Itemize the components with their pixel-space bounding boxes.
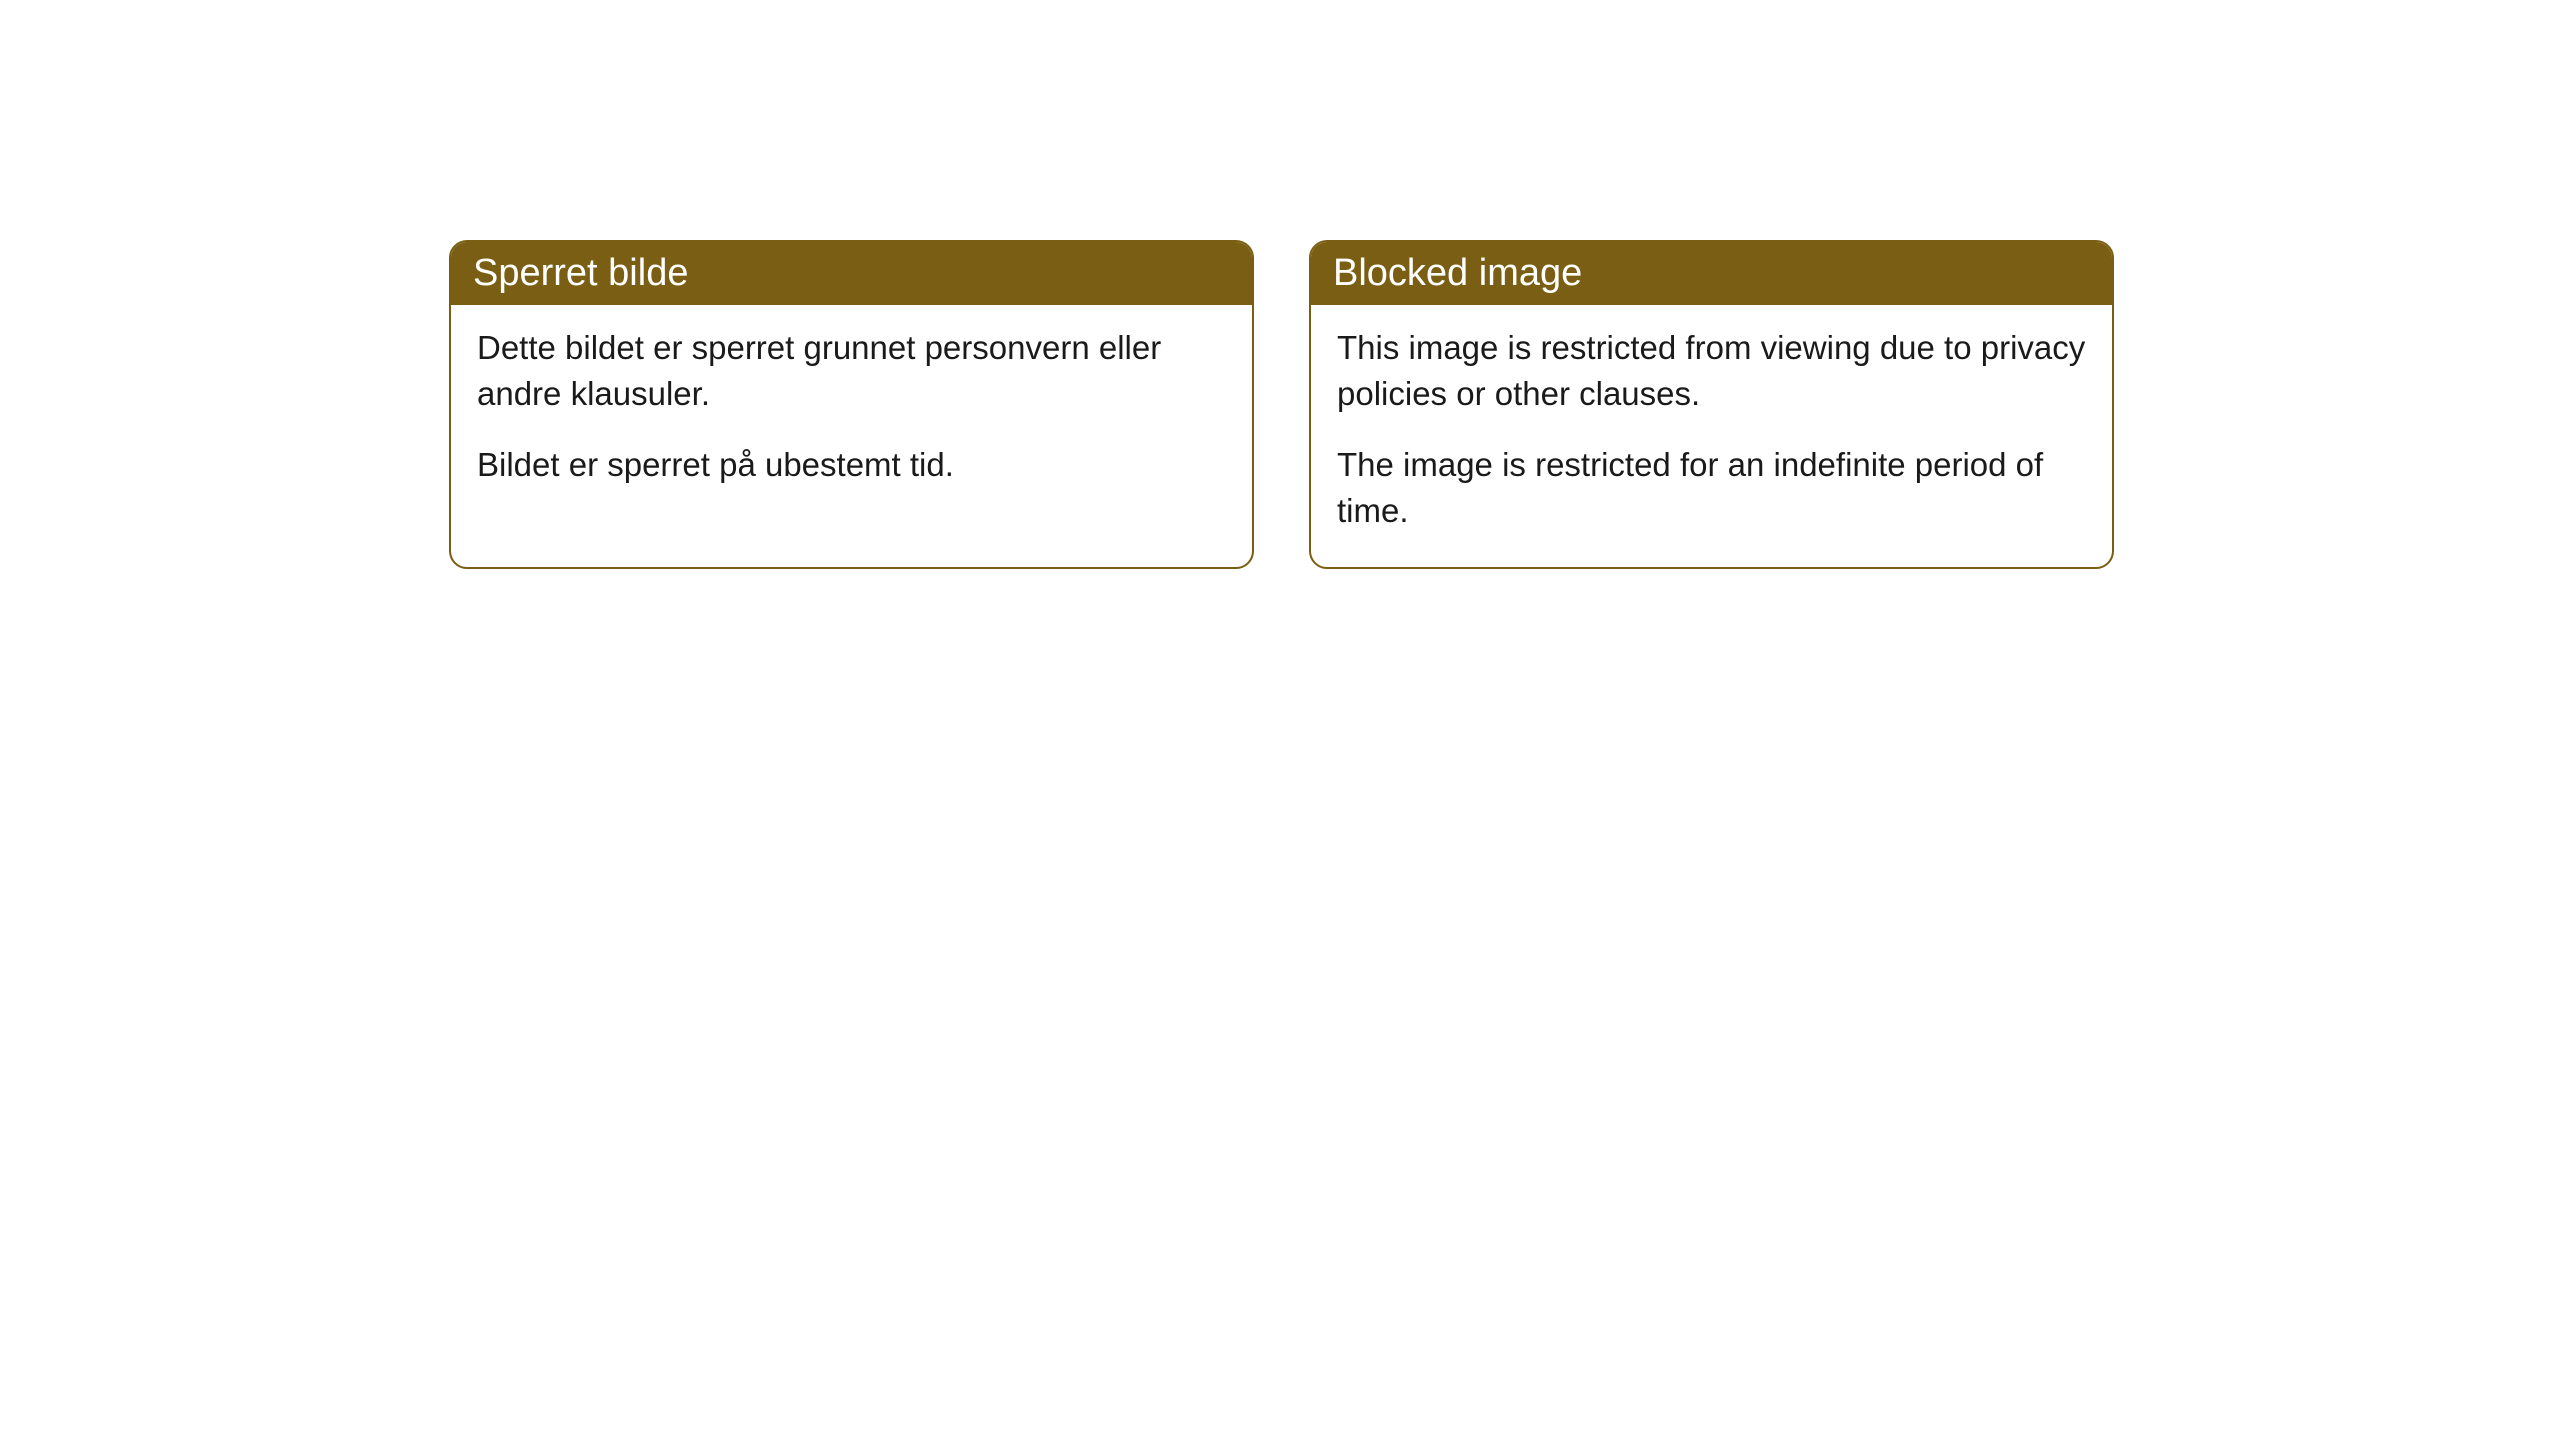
- card-paragraph-1: This image is restricted from viewing du…: [1337, 325, 2086, 416]
- card-body: This image is restricted from viewing du…: [1311, 305, 2112, 567]
- card-title: Blocked image: [1333, 252, 1582, 294]
- card-paragraph-2: The image is restricted for an indefinit…: [1337, 442, 2086, 533]
- notice-cards-container: Sperret bilde Dette bildet er sperret gr…: [449, 240, 2114, 569]
- card-paragraph-1: Dette bildet er sperret grunnet personve…: [477, 325, 1226, 416]
- card-title: Sperret bilde: [473, 252, 688, 294]
- blocked-image-card-norwegian: Sperret bilde Dette bildet er sperret gr…: [449, 240, 1254, 569]
- card-paragraph-2: Bildet er sperret på ubestemt tid.: [477, 442, 1226, 488]
- card-body: Dette bildet er sperret grunnet personve…: [451, 305, 1252, 522]
- card-header: Sperret bilde: [451, 242, 1252, 305]
- card-header: Blocked image: [1311, 242, 2112, 305]
- blocked-image-card-english: Blocked image This image is restricted f…: [1309, 240, 2114, 569]
